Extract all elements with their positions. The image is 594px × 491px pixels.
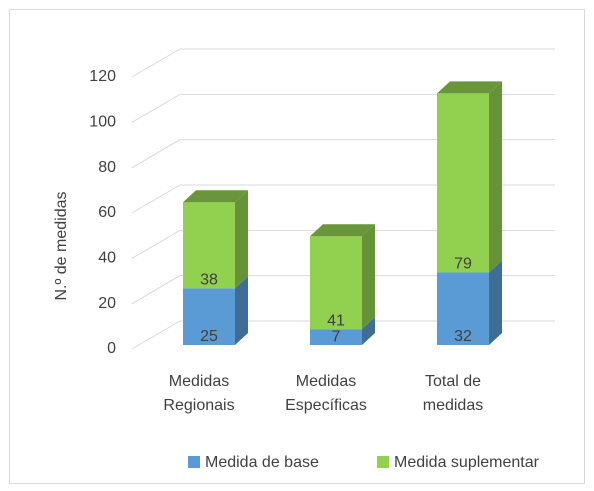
chart-border	[9, 9, 585, 484]
data-label: 25	[200, 328, 218, 345]
y-tick-label: 0	[107, 340, 116, 357]
bar	[183, 202, 235, 289]
bar-side	[235, 276, 248, 345]
bar	[437, 272, 489, 345]
bar-top	[183, 190, 248, 203]
data-label: 41	[327, 312, 345, 329]
bar-top	[310, 224, 375, 237]
y-axis-label: N.º de medidas	[53, 191, 70, 300]
y-tick-label: 60	[98, 204, 116, 221]
grid-line	[131, 229, 555, 259]
grid-line	[131, 93, 555, 123]
bar-side	[489, 260, 502, 345]
x-tick-label: Medidas Específicas	[285, 373, 367, 414]
y-tick-label: 100	[89, 114, 116, 131]
legend-label: Medida suplementar	[394, 454, 540, 471]
x-tick-label: Total de medidas	[422, 373, 484, 414]
bar	[437, 93, 489, 273]
grid-line	[131, 275, 555, 305]
y-tick-label: 40	[98, 250, 116, 267]
grid-line	[131, 320, 555, 350]
bar	[183, 288, 235, 345]
data-label: 7	[332, 328, 341, 345]
data-label: 38	[200, 272, 218, 289]
bar-side	[489, 81, 502, 273]
bar-top	[437, 81, 502, 94]
bar-side	[362, 224, 375, 330]
grid-line	[131, 139, 555, 169]
data-label: 32	[454, 328, 472, 345]
bar	[310, 236, 362, 330]
data-label: 79	[454, 256, 472, 273]
legend-label: Medida de base	[205, 454, 319, 471]
grid-line	[131, 48, 555, 78]
y-tick-label: 120	[89, 68, 116, 85]
x-tick-label: Medidas Regionais	[163, 373, 235, 414]
bar-side	[235, 190, 248, 289]
y-tick-label: 80	[98, 159, 116, 176]
bar-side	[362, 317, 375, 345]
legend-swatch	[377, 456, 389, 468]
legend-swatch	[188, 456, 200, 468]
bar	[310, 329, 362, 345]
grid-line	[131, 184, 555, 214]
y-tick-label: 20	[98, 295, 116, 312]
